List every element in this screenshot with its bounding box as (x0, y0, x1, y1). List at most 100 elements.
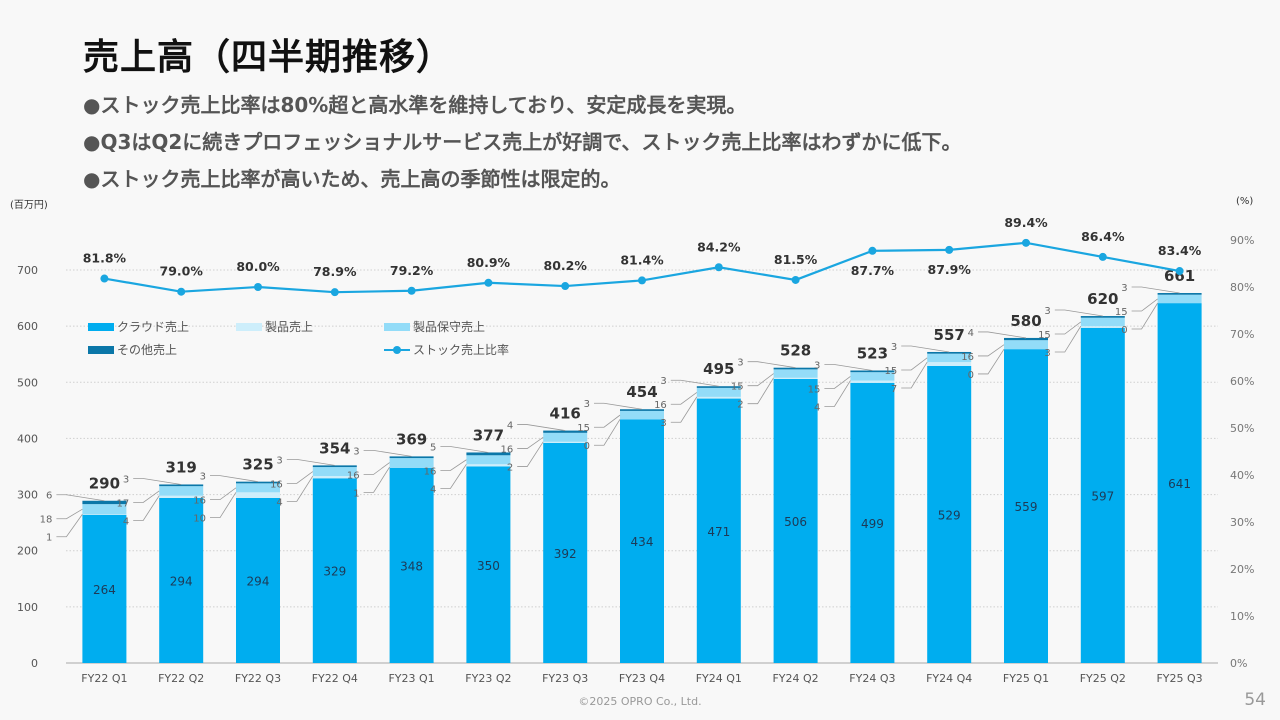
ratio-point (254, 283, 262, 291)
legend-label: クラウド売上 (117, 320, 190, 334)
bar-segment-cloud (927, 366, 972, 663)
bar-segment-other (312, 465, 357, 468)
bar-segment-product (466, 464, 511, 467)
bar-value-label-product: 4 (814, 402, 820, 413)
bar-value-label-maintenance: 16 (270, 479, 283, 490)
legend-swatch-product (236, 322, 262, 331)
leader-line (1131, 302, 1158, 330)
bar-value-label-maintenance: 15 (884, 366, 897, 377)
ratio-point (1175, 267, 1184, 276)
y-right-tick-label: 20% (1230, 563, 1254, 576)
bar-value-label-cloud: 434 (631, 535, 654, 549)
bar-total-label: 369 (396, 430, 427, 448)
bar-value-label-product: 1 (353, 488, 359, 499)
leader-line (210, 475, 259, 483)
legend-swatch-maintenance (384, 322, 410, 331)
ratio-data-label: 83.4% (1158, 243, 1202, 258)
y-left-tick-label: 100 (17, 601, 38, 614)
bar-segment-product (773, 377, 818, 379)
bar-value-label-cloud: 471 (707, 525, 730, 539)
legend-label: ストック売上比率 (413, 343, 510, 357)
leader-line (133, 490, 160, 503)
x-tick-label: FY23 Q3 (542, 672, 588, 685)
bar-value-label-cloud: 499 (861, 517, 884, 531)
bar-segment-product (159, 495, 204, 498)
bar-segment-maintenance (159, 486, 204, 496)
leader-line (824, 376, 851, 389)
bar-value-label-product: 3 (660, 418, 666, 429)
bar-value-label-cloud: 506 (784, 515, 807, 529)
leader-line (978, 331, 1027, 339)
bar-value-label-other: 3 (891, 342, 897, 353)
leader-line (670, 392, 698, 405)
bar-segment-maintenance (312, 467, 357, 477)
bar-value-label-other: 3 (660, 376, 666, 387)
x-tick-label: FY25 Q1 (1003, 672, 1049, 685)
leader-line (824, 380, 851, 407)
bar-segment-other (543, 430, 588, 433)
bar-segment-other (236, 481, 280, 484)
legend-item-product: 製品売上 (236, 318, 313, 335)
leader-line (670, 396, 698, 423)
bar-value-label-maintenance: 16 (654, 400, 667, 411)
bar-total-label: 454 (626, 383, 657, 401)
y-left-tick-label: 200 (17, 545, 38, 558)
leader-line (978, 344, 1005, 357)
ratio-point (945, 245, 954, 254)
bar-segment-cloud (1080, 327, 1125, 663)
ratio-point (791, 275, 800, 284)
bar-total-label: 580 (1010, 312, 1041, 330)
legend-item-cloud: クラウド売上 (88, 318, 189, 335)
bar-value-label-maintenance: 15 (808, 384, 821, 395)
page-number: 54 (1244, 690, 1266, 710)
bar-value-label-other: 3 (814, 360, 820, 371)
ratio-point (100, 274, 109, 283)
leader-line (824, 364, 873, 371)
x-tick-label: FY22 Q4 (312, 672, 358, 685)
bar-segment-other (927, 351, 972, 354)
bar-value-label-other: 3 (1121, 283, 1127, 294)
ratio-data-label: 80.2% (544, 258, 588, 273)
bar-total-label: 319 (166, 458, 197, 476)
bar-segment-other (466, 452, 511, 456)
bar-segment-maintenance (927, 353, 972, 363)
y-left-tick-label: 0 (31, 657, 38, 670)
bar-segment-product (82, 514, 127, 515)
ratio-point (177, 287, 186, 296)
ratio-point (407, 286, 416, 295)
bar-segment-cloud (312, 478, 357, 663)
legend-swatch-cloud (88, 322, 114, 331)
ratio-point (330, 288, 339, 297)
bar-value-label-product: 10 (193, 514, 206, 525)
leader-line (56, 508, 83, 520)
bar-segment-maintenance (389, 458, 434, 468)
bar-value-label-product: 1 (46, 533, 52, 544)
bar-value-label-maintenance: 16 (193, 496, 206, 507)
x-tick-label: FY24 Q2 (772, 672, 818, 685)
x-tick-label: FY23 Q4 (619, 672, 665, 685)
bar-segment-other (850, 370, 895, 373)
y-right-tick-label: 90% (1230, 234, 1254, 247)
y-left-tick-label: 300 (17, 489, 38, 502)
bar-value-label-other: 3 (1044, 306, 1050, 317)
bar-segment-maintenance (1157, 294, 1202, 304)
ratio-point (638, 276, 646, 285)
leader-line (517, 441, 544, 467)
bar-value-label-product: 0 (584, 441, 590, 452)
bar-value-label-product: 2 (737, 400, 743, 411)
bar-segment-product (389, 467, 434, 468)
bar-total-label: 523 (857, 344, 888, 362)
x-tick-label: FY24 Q4 (926, 672, 972, 685)
y-left-tick-label: 500 (17, 376, 38, 389)
y-right-tick-label: 0% (1230, 657, 1247, 670)
bar-value-label-maintenance: 16 (347, 470, 360, 481)
bar-value-label-product: 0 (1121, 325, 1127, 336)
bar-segment-other (1157, 293, 1202, 295)
leader-line (901, 357, 928, 371)
bullet-point: ●ストック売上比率が高いため、売上高の季節性は限定的。 (83, 167, 621, 191)
bar-total-label: 416 (550, 405, 581, 423)
y-right-tick-label: 60% (1230, 375, 1254, 388)
ratio-data-label: 87.9% (928, 262, 972, 277)
bar-segment-maintenance (1080, 317, 1125, 327)
